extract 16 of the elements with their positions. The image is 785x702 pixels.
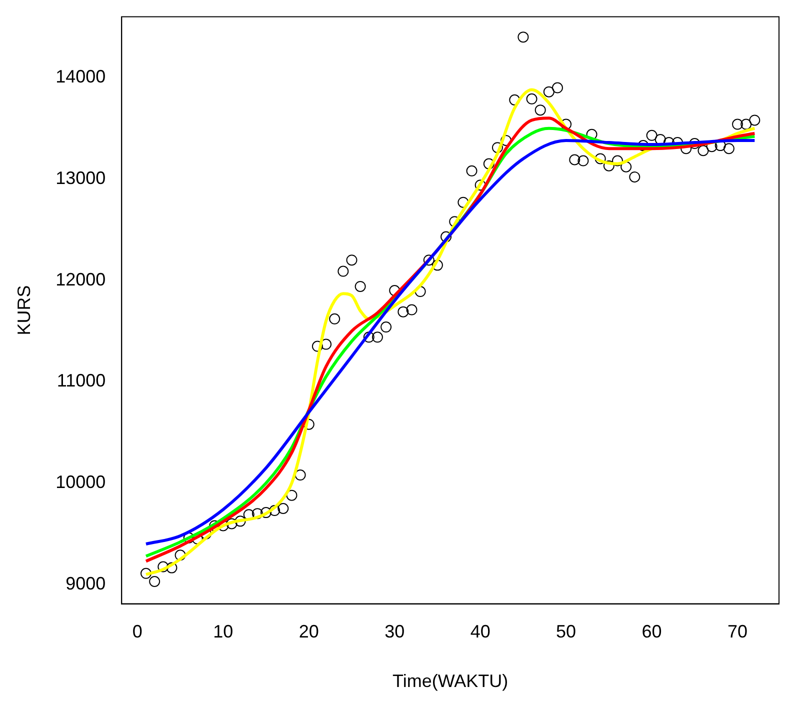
x-tick-label: 20: [298, 622, 319, 642]
y-tick-label: 9000: [66, 574, 106, 594]
x-tick-label: 50: [556, 622, 576, 642]
y-tick-label: 10000: [56, 472, 106, 492]
y-tick-label: 13000: [56, 168, 106, 188]
x-tick-label: 70: [727, 622, 748, 642]
x-tick-label: 0: [132, 622, 142, 642]
x-axis-title: Time(WAKTU): [392, 671, 508, 692]
y-tick-label: 11000: [56, 370, 106, 391]
x-tick-label: 10: [213, 622, 234, 642]
x-tick-label: 30: [384, 622, 405, 642]
y-tick-label: 14000: [56, 66, 106, 87]
x-tick-label: 40: [470, 622, 490, 642]
y-tick-label: 12000: [56, 269, 106, 290]
x-tick-label: 60: [642, 622, 662, 642]
y-axis-title: KURS: [14, 285, 34, 336]
